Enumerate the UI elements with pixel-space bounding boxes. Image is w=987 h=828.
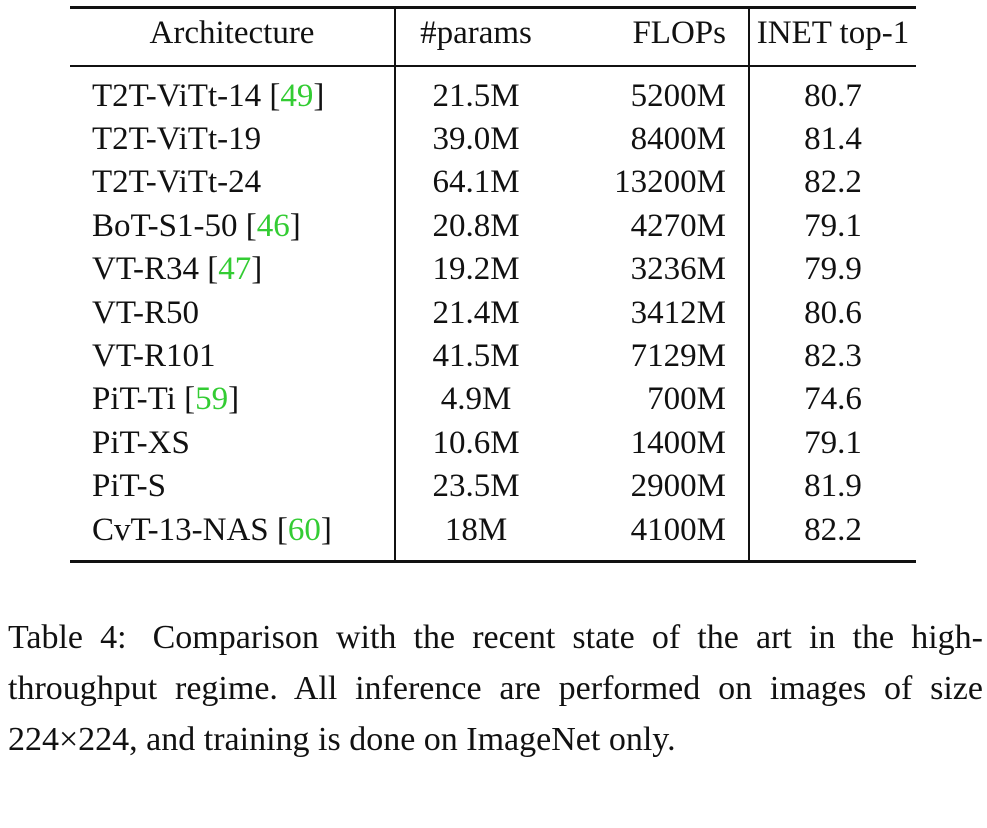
cell-top1: 79.9 bbox=[748, 248, 916, 292]
cell-top1: 79.1 bbox=[748, 204, 916, 249]
cell-architecture: PiT-Ti [59] bbox=[92, 381, 240, 418]
cell-params: 19.2M bbox=[394, 248, 556, 292]
header-params: #params bbox=[394, 6, 556, 67]
header-architecture: Architecture bbox=[70, 6, 395, 67]
table-row: T2T-ViTt-19 39.0M 8400M 81.4 bbox=[70, 117, 916, 162]
cell-flops: 3236M bbox=[630, 251, 726, 288]
architecture-name: VT-R50 bbox=[92, 294, 199, 331]
cell-architecture: VT-R50 bbox=[70, 292, 395, 335]
caption-label: Table 4: bbox=[8, 619, 127, 656]
cell-top1: 79.1 bbox=[748, 421, 916, 466]
cell-flops: 8400M bbox=[630, 120, 726, 157]
table-row: T2T-ViTt-24 64.1M 13200M 82.2 bbox=[70, 161, 916, 205]
cell-flops: 3412M bbox=[630, 294, 726, 331]
architecture-name: T2T-ViTt-24 bbox=[92, 164, 262, 201]
table-body: T2T-ViTt-14 [49] 21.5M 5200M 80.7 T2T-ViTt-1… bbox=[70, 65, 916, 563]
cell-top1: 81.9 bbox=[748, 465, 916, 509]
cell-params: 39.0M bbox=[394, 117, 556, 162]
cell-params: 23.5M bbox=[394, 465, 556, 509]
cell-flops: 700M bbox=[647, 381, 726, 418]
cell-params: 10.6M bbox=[394, 421, 556, 466]
cell-architecture: PiT-S bbox=[70, 465, 395, 508]
caption-text: Comparison with the recent state of the … bbox=[8, 619, 984, 758]
cell-params: 20.8M bbox=[394, 204, 556, 249]
header-top1: INET top-1 bbox=[748, 6, 916, 67]
architecture-name: T2T-ViTt-19 bbox=[92, 120, 262, 157]
cell-params: 21.5M bbox=[394, 65, 556, 118]
cell-flops: 7129M bbox=[630, 337, 726, 374]
cell-architecture: VT-R101 bbox=[70, 335, 395, 378]
cell-flops: 1400M bbox=[630, 424, 726, 461]
table-row: VT-R50 21.4M 3412M 80.6 bbox=[70, 291, 916, 335]
table-row: T2T-ViTt-14 [49] 21.5M 5200M 80.7 bbox=[70, 65, 916, 118]
cell-top1: 82.2 bbox=[748, 161, 916, 205]
architecture-name: CvT-13-NAS bbox=[92, 511, 269, 548]
cell-flops: 4270M bbox=[630, 207, 726, 244]
cell-flops: 2900M bbox=[630, 468, 726, 505]
architecture-name: PiT-S bbox=[92, 468, 166, 505]
citation-link[interactable]: 60 bbox=[287, 511, 321, 548]
table-row: VT-R34 [47] 19.2M 3236M 79.9 bbox=[70, 248, 916, 292]
cell-top1: 80.6 bbox=[748, 291, 916, 335]
cell-top1: 82.2 bbox=[748, 508, 916, 563]
table-header-row: Architecture #params FLOPs INET top-1 bbox=[70, 6, 916, 67]
table-row: PiT-S 23.5M 2900M 81.9 bbox=[70, 465, 916, 509]
architecture-name: BoT-S1-50 bbox=[92, 207, 238, 244]
cell-top1: 81.4 bbox=[748, 117, 916, 162]
architecture-name: VT-R101 bbox=[92, 337, 216, 374]
cell-params: 4.9M bbox=[394, 378, 556, 422]
cell-flops: 4100M bbox=[556, 508, 749, 563]
cell-flops: 13200M bbox=[614, 164, 726, 201]
architecture-name: VT-R34 bbox=[92, 251, 199, 288]
architecture-name: T2T-ViTt-14 bbox=[92, 77, 262, 114]
architecture-name: PiT-XS bbox=[92, 424, 190, 461]
cell-architecture: T2T-ViTt-14 [49] bbox=[92, 77, 325, 114]
cell-params: 64.1M bbox=[394, 161, 556, 205]
citation-link[interactable]: 59 bbox=[195, 381, 229, 418]
cell-architecture: PiT-XS bbox=[70, 422, 395, 465]
cell-architecture: VT-R34 [47] bbox=[92, 251, 263, 288]
cell-top1: 80.7 bbox=[748, 65, 916, 118]
cell-top1: 82.3 bbox=[748, 334, 916, 379]
citation-link[interactable]: 47 bbox=[218, 251, 252, 288]
results-table-container: Architecture #params FLOPs INET top-1 T2… bbox=[70, 6, 916, 563]
cell-architecture: T2T-ViTt-24 bbox=[70, 161, 395, 204]
table-row: PiT-XS 10.6M 1400M 79.1 bbox=[70, 421, 916, 466]
cell-top1: 74.6 bbox=[748, 378, 916, 422]
results-table: Architecture #params FLOPs INET top-1 T2… bbox=[70, 6, 916, 563]
architecture-name: PiT-Ti bbox=[92, 381, 176, 418]
cell-flops: 5200M bbox=[630, 77, 726, 114]
cell-params: 18M bbox=[394, 508, 556, 563]
table-caption: Table 4: Comparison with the recent state… bbox=[8, 612, 983, 765]
table-row: CvT-13-NAS [60] 18M 4100M 82.2 bbox=[70, 508, 916, 563]
cell-params: 41.5M bbox=[394, 334, 556, 379]
citation-link[interactable]: 49 bbox=[280, 77, 314, 114]
table-row: PiT-Ti [59] 4.9M 700M 74.6 bbox=[70, 378, 916, 422]
header-flops: FLOPs bbox=[556, 6, 749, 67]
cell-architecture: CvT-13-NAS [60] bbox=[70, 508, 395, 563]
citation-link[interactable]: 46 bbox=[256, 207, 290, 244]
cell-architecture: BoT-S1-50 [46] bbox=[92, 207, 301, 244]
cell-architecture: T2T-ViTt-19 bbox=[70, 118, 395, 161]
table-row: BoT-S1-50 [46] 20.8M 4270M 79.1 bbox=[70, 204, 916, 249]
cell-params: 21.4M bbox=[394, 291, 556, 335]
table-row: VT-R101 41.5M 7129M 82.3 bbox=[70, 334, 916, 379]
